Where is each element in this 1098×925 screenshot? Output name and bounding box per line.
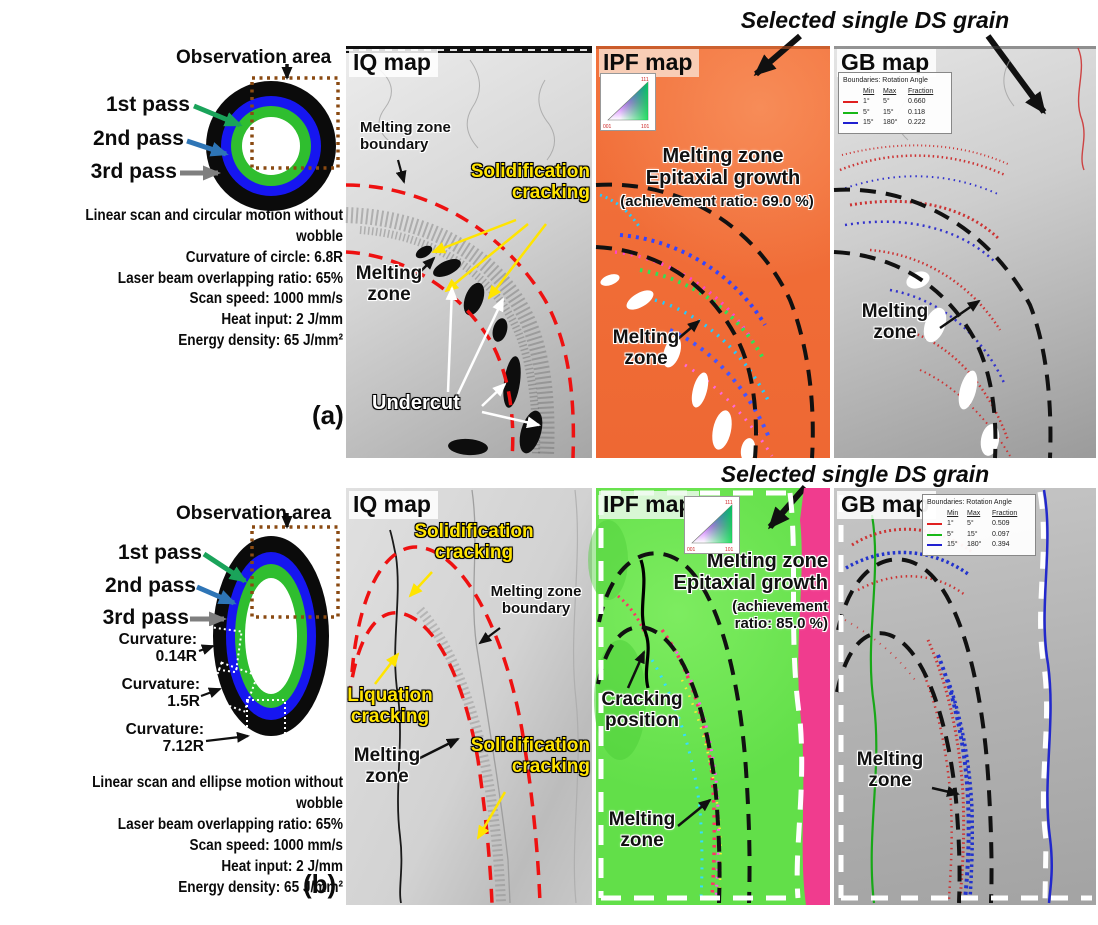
selected-grain-title-b: Selected single DS grain xyxy=(720,461,990,487)
pass-label-1st-b: 1st pass xyxy=(117,541,202,564)
gb-map-title-b: GB map xyxy=(837,491,937,520)
ipf-map-title-a: IPF map xyxy=(599,49,700,78)
gb-boundary-legend-b: Boundaries: Rotation Angle Min Max Fract… xyxy=(922,494,1036,556)
condition-line: Energy density: 65 J/mm² xyxy=(178,332,343,349)
ipf-color-triangle-b: 111 001 101 xyxy=(684,496,740,554)
condition-line: Energy density: 65 J/mm² xyxy=(178,879,343,896)
gb-boundary-legend-a: Boundaries: Rotation Angle Min Max Fract… xyxy=(838,72,952,134)
condition-line: Laser beam overlapping ratio: 65% xyxy=(117,816,343,833)
curvature-label-3: Curvature: 7.12R xyxy=(125,721,204,755)
pass-label-1st-a: 1st pass xyxy=(105,93,190,116)
scan-conditions-a: Linear scan and circular motion without … xyxy=(51,205,343,289)
annotation-epitaxial-growth-b: Melting zone Epitaxial growth xyxy=(673,550,828,594)
iq-map-title-b: IQ map xyxy=(349,491,438,520)
curvature2-arrow xyxy=(200,687,222,698)
pass1-arrow-b xyxy=(202,551,248,584)
ipf-color-triangle-a: 111 001 101 xyxy=(600,73,656,131)
legend-header-row: Min Max Fraction xyxy=(863,87,934,95)
blue-boundary-swatch xyxy=(927,544,942,546)
annotation-solidification-cracking-bottom-b: Solidification cracking xyxy=(470,735,590,777)
triangle-label-001: 001 xyxy=(687,547,696,553)
laser-conditions-a: Scan speed: 1000 mm/s Heat input: 2 J/mm… xyxy=(51,288,343,351)
iq-map-title-a: IQ map xyxy=(349,49,438,78)
legend-row: 5° 15° 0.097 xyxy=(927,530,1031,541)
pass1-arrow-a xyxy=(193,103,243,128)
legend-row: 15° 180° 0.222 xyxy=(843,118,947,129)
pass2-arrow-b xyxy=(196,584,237,606)
annotation-melting-zone-iq-b: Melting zone xyxy=(353,745,421,787)
triangle-label-111: 111 xyxy=(725,500,733,506)
pass2-arrow-a xyxy=(186,138,229,157)
legend-row: 1° 5° 0.509 xyxy=(927,519,1031,530)
legend-row: 1° 5° 0.660 xyxy=(843,97,947,108)
annotation-melting-zone-iq-a: Melting zone xyxy=(355,263,423,305)
condition-line: Scan speed: 1000 mm/s xyxy=(189,837,343,854)
observation-area-box-b xyxy=(250,525,340,619)
curvature1-arrow xyxy=(198,644,215,655)
triangle-label-101: 101 xyxy=(725,547,734,553)
annotation-melting-zone-ipf-b: Melting zone xyxy=(608,809,676,851)
annotation-melting-zone-gb-b: Melting zone xyxy=(856,749,924,791)
condition-line: Linear scan and circular motion without … xyxy=(85,207,343,245)
annotation-melting-zone-boundary-b: Melting zone boundary xyxy=(490,583,582,617)
triangle-label-111: 111 xyxy=(641,77,649,83)
condition-line: Heat input: 2 J/mm xyxy=(221,311,343,328)
curvature-box-1 xyxy=(202,625,243,674)
green-boundary-swatch xyxy=(843,111,858,114)
red-boundary-swatch xyxy=(843,101,858,103)
scan-conditions-b: Linear scan and ellipse motion without w… xyxy=(51,772,343,898)
pass-label-3rd-b: 3rd pass xyxy=(102,606,189,629)
curvature-label-2: Curvature: 1.5R xyxy=(121,676,200,710)
triangle-label-101: 101 xyxy=(641,124,650,130)
observation-area-box-a xyxy=(250,76,340,170)
annotation-epitaxial-growth-a: Melting zone Epitaxial growth xyxy=(645,145,801,189)
triangle-label-001: 001 xyxy=(603,124,612,130)
curvature3-arrow xyxy=(205,731,250,743)
legend-title: Boundaries: Rotation Angle xyxy=(927,499,1012,506)
curvature-box-3 xyxy=(246,699,286,759)
condition-line: Scan speed: 1000 mm/s xyxy=(189,290,343,307)
pass-label-2nd-a: 2nd pass xyxy=(92,127,184,150)
annotation-solidification-cracking-a: Solidification cracking xyxy=(470,161,590,203)
condition-line: Curvature of circle: 6.8R xyxy=(185,249,343,266)
annotation-achievement-ratio-a: (achievement ratio: 69.0 %) xyxy=(620,193,814,210)
curvature-label-1: Curvature: 0.14R xyxy=(118,631,197,665)
legend-row: 5° 15° 0.118 xyxy=(843,108,947,119)
annotation-solidification-cracking-top-b: Solidification cracking xyxy=(414,521,534,563)
green-boundary-swatch xyxy=(927,533,942,536)
figure-label-a: (a) xyxy=(312,400,344,430)
condition-line: Heat input: 2 J/mm xyxy=(221,858,343,875)
legend-title: Boundaries: Rotation Angle xyxy=(843,77,928,84)
blue-boundary-swatch xyxy=(843,122,858,124)
annotation-melting-zone-ipf-a: Melting zone xyxy=(612,327,680,369)
observation-area-label-b: Observation area xyxy=(176,503,332,524)
annotation-achievement-ratio-b: (achievement ratio: 85.0 %) xyxy=(732,598,828,632)
curvature-box-2 xyxy=(207,661,259,713)
observation-area-label-a: Observation area xyxy=(176,47,332,68)
pass-label-2nd-b: 2nd pass xyxy=(104,574,196,597)
annotation-undercut-a: Undercut xyxy=(372,392,460,414)
condition-line: Laser beam overlapping ratio: 65% xyxy=(117,270,343,287)
selected-grain-title-a: Selected single DS grain xyxy=(740,7,1010,33)
legend-row: 15° 180° 0.394 xyxy=(927,540,1031,551)
annotation-liquation-cracking-b: Liquation cracking xyxy=(347,685,433,727)
weld-pass-diagram-a xyxy=(180,64,340,211)
annotation-melting-zone-gb-a: Melting zone xyxy=(861,301,929,343)
condition-line: Linear scan and ellipse motion without w… xyxy=(92,774,343,812)
annotation-melting-zone-boundary-a: Melting zone boundary xyxy=(360,119,451,153)
legend-header-row: Min Max Fraction xyxy=(947,509,1018,517)
figure-label-b: (b) xyxy=(303,869,337,899)
pass-label-3rd-a: 3rd pass xyxy=(90,160,177,183)
red-boundary-swatch xyxy=(927,523,942,525)
annotation-cracking-position-b: Cracking position xyxy=(601,689,683,731)
weld-pass-diagram-b xyxy=(190,513,340,759)
